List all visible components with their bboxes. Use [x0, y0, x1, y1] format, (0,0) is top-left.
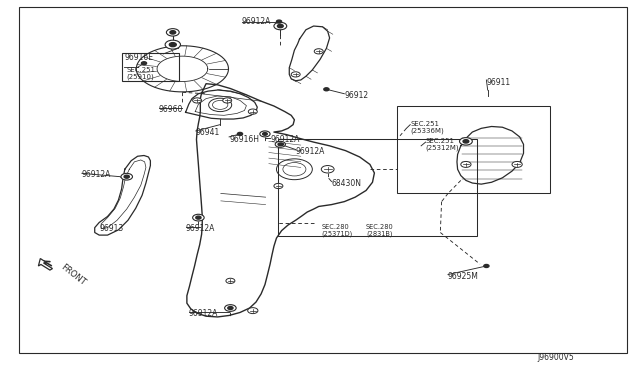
Circle shape — [512, 161, 522, 167]
Circle shape — [274, 22, 287, 30]
Text: 96912A: 96912A — [186, 224, 215, 233]
Circle shape — [170, 31, 175, 34]
Text: 96913: 96913 — [99, 224, 124, 233]
Text: (2831B): (2831B) — [366, 230, 392, 237]
Text: SEC.251: SEC.251 — [426, 138, 454, 144]
Bar — [278, 139, 477, 236]
Text: (25312M): (25312M) — [426, 145, 460, 151]
Circle shape — [262, 132, 268, 135]
Text: (25336M): (25336M) — [410, 128, 444, 134]
Circle shape — [314, 49, 323, 54]
Circle shape — [166, 29, 179, 36]
Text: SEC.280: SEC.280 — [366, 224, 394, 230]
Text: 96941: 96941 — [196, 128, 220, 137]
Circle shape — [260, 131, 270, 137]
Text: (25371D): (25371D) — [321, 230, 353, 237]
Circle shape — [223, 98, 232, 103]
Text: J96900V5: J96900V5 — [538, 353, 574, 362]
Text: SEC.280: SEC.280 — [321, 224, 349, 230]
Circle shape — [278, 143, 283, 146]
Circle shape — [276, 20, 282, 23]
Text: SEC.251: SEC.251 — [126, 67, 155, 73]
Circle shape — [225, 305, 236, 311]
Text: 96912A: 96912A — [242, 17, 271, 26]
Circle shape — [165, 40, 180, 49]
Circle shape — [248, 109, 257, 114]
Text: 68430N: 68430N — [332, 179, 362, 187]
Text: 96912: 96912 — [344, 92, 369, 100]
Text: SEC.251: SEC.251 — [410, 121, 439, 126]
Circle shape — [280, 143, 284, 145]
Circle shape — [226, 278, 235, 283]
Circle shape — [321, 166, 334, 173]
Circle shape — [275, 141, 285, 147]
Circle shape — [121, 173, 132, 180]
Circle shape — [124, 175, 129, 178]
Circle shape — [141, 62, 147, 65]
Text: FRONT: FRONT — [59, 262, 87, 287]
Circle shape — [196, 216, 201, 219]
Circle shape — [291, 72, 300, 77]
Circle shape — [274, 183, 283, 189]
Circle shape — [228, 307, 233, 310]
Circle shape — [484, 264, 489, 267]
Circle shape — [193, 214, 204, 221]
Bar — [397, 106, 550, 193]
Text: 96960: 96960 — [159, 105, 183, 114]
Circle shape — [278, 25, 284, 28]
Circle shape — [463, 140, 468, 143]
Text: 96912A: 96912A — [296, 147, 325, 156]
Polygon shape — [38, 259, 52, 270]
Circle shape — [170, 43, 176, 46]
Circle shape — [460, 138, 472, 145]
Circle shape — [248, 308, 258, 314]
Text: 96916E: 96916E — [125, 53, 154, 62]
Text: 96916H: 96916H — [229, 135, 259, 144]
Circle shape — [324, 88, 329, 91]
Text: 96925M: 96925M — [448, 272, 479, 280]
Text: 96911: 96911 — [486, 78, 511, 87]
Text: 96912A: 96912A — [270, 135, 300, 144]
Text: 96912A: 96912A — [82, 170, 111, 179]
Circle shape — [461, 161, 471, 167]
Text: 96912A: 96912A — [189, 309, 218, 318]
Circle shape — [193, 98, 202, 103]
Text: (25910): (25910) — [126, 74, 154, 80]
Circle shape — [237, 132, 243, 135]
